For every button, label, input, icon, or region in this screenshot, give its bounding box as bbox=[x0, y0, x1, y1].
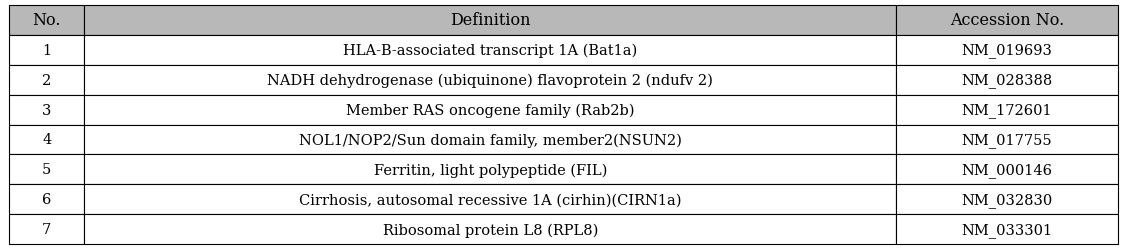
Bar bbox=[85, 155, 896, 185]
Bar bbox=[896, 65, 1118, 95]
Bar bbox=[9, 155, 85, 185]
Text: HLA-B-associated transcript 1A (Bat1a): HLA-B-associated transcript 1A (Bat1a) bbox=[344, 43, 638, 58]
Text: 2: 2 bbox=[42, 73, 52, 87]
Bar bbox=[85, 214, 896, 244]
Text: NM_019693: NM_019693 bbox=[961, 43, 1053, 58]
Bar bbox=[896, 155, 1118, 185]
Bar bbox=[85, 35, 896, 65]
Text: NM_033301: NM_033301 bbox=[961, 222, 1053, 237]
Bar bbox=[896, 6, 1118, 35]
Bar bbox=[9, 185, 85, 214]
Text: NM_000146: NM_000146 bbox=[961, 162, 1053, 177]
Bar bbox=[9, 214, 85, 244]
Bar bbox=[85, 95, 896, 125]
Bar bbox=[896, 214, 1118, 244]
Text: NOL1/NOP2/Sun domain family, member2(NSUN2): NOL1/NOP2/Sun domain family, member2(NSU… bbox=[299, 133, 682, 147]
Bar bbox=[9, 125, 85, 155]
Text: Ribosomal protein L8 (RPL8): Ribosomal protein L8 (RPL8) bbox=[383, 222, 598, 237]
Text: 4: 4 bbox=[42, 133, 52, 147]
Text: 6: 6 bbox=[42, 193, 52, 207]
Bar bbox=[85, 6, 896, 35]
Text: NADH dehydrogenase (ubiquinone) flavoprotein 2 (ndufv 2): NADH dehydrogenase (ubiquinone) flavopro… bbox=[267, 73, 713, 87]
Bar bbox=[896, 95, 1118, 125]
Bar bbox=[9, 95, 85, 125]
Text: 5: 5 bbox=[42, 163, 52, 177]
Text: Accession No.: Accession No. bbox=[950, 12, 1064, 29]
Text: 1: 1 bbox=[42, 43, 52, 57]
Bar bbox=[85, 65, 896, 95]
Text: No.: No. bbox=[33, 12, 61, 29]
Bar bbox=[9, 6, 85, 35]
Bar bbox=[9, 65, 85, 95]
Bar bbox=[896, 125, 1118, 155]
Text: Ferritin, light polypeptide (FIL): Ferritin, light polypeptide (FIL) bbox=[374, 163, 607, 177]
Bar bbox=[9, 35, 85, 65]
Text: 3: 3 bbox=[42, 103, 52, 117]
Bar bbox=[896, 185, 1118, 214]
Text: Member RAS oncogene family (Rab2b): Member RAS oncogene family (Rab2b) bbox=[346, 103, 635, 117]
Text: Cirrhosis, autosomal recessive 1A (cirhin)(CIRN1a): Cirrhosis, autosomal recessive 1A (cirhi… bbox=[299, 193, 682, 207]
Text: NM_032830: NM_032830 bbox=[961, 192, 1053, 207]
Text: 7: 7 bbox=[42, 222, 52, 236]
Text: NM_172601: NM_172601 bbox=[961, 103, 1053, 118]
Text: NM_017755: NM_017755 bbox=[961, 132, 1053, 147]
Bar bbox=[85, 185, 896, 214]
Text: Definition: Definition bbox=[450, 12, 531, 29]
Bar bbox=[85, 125, 896, 155]
Bar bbox=[896, 35, 1118, 65]
Text: NM_028388: NM_028388 bbox=[961, 73, 1053, 88]
